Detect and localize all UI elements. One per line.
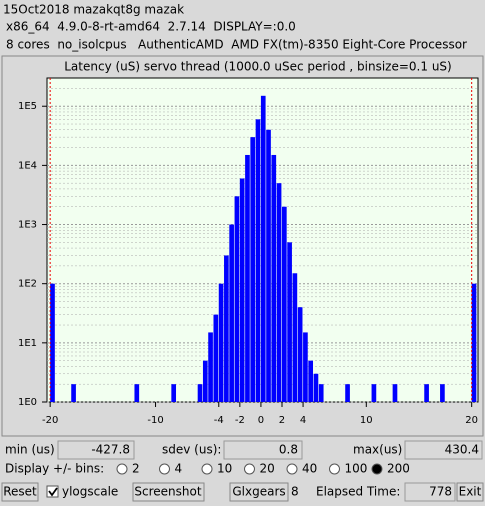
radio-label[interactable]: 100 [345,462,368,476]
radio-label[interactable]: 20 [260,462,275,476]
bar [392,384,398,402]
screenshot-button[interactable] [132,482,205,502]
header-line: 8 cores no_isolcpus AuthenticAMD AMD FX(… [6,38,467,52]
value: 430.4 [445,443,479,457]
bar [308,360,314,402]
bar [50,283,55,402]
label: Display +/- bins: [5,462,104,476]
value: 778 [429,485,452,499]
glxgears-button[interactable] [229,482,289,502]
header-line: 15Oct2018 mazakqt8g mazak [3,3,184,17]
bar [287,242,292,402]
bar [303,332,308,402]
y-tick-label: 1E4 [18,160,37,171]
check [48,487,58,497]
radio-label[interactable]: 40 [302,462,317,476]
bar [345,384,350,402]
radio[interactable] [244,463,255,475]
bar [371,384,377,402]
button-label[interactable]: Reset [3,485,37,499]
bar [202,360,208,402]
field [223,440,303,460]
bar [266,129,271,402]
checkbox-label[interactable]: ylogscale [62,485,118,499]
button-label[interactable]: Exit [459,485,482,499]
radio[interactable] [116,463,128,475]
y-tick-label: 1E3 [18,220,37,231]
field [57,440,135,460]
x-tick-label: 0 [258,415,264,426]
radio-label[interactable]: 4 [175,462,183,476]
checkbox[interactable] [46,485,59,498]
field [404,482,456,502]
bar [234,196,240,402]
bar [276,183,282,402]
value: 0.8 [279,443,298,457]
radio[interactable] [201,463,213,475]
x-tick-label: 20 [465,415,478,426]
y-tick-label: 1E2 [18,279,37,290]
y-tick-label: 1E1 [18,338,37,349]
x-tick-label: 2 [279,415,285,426]
y-tick-label: 1E5 [18,101,37,112]
x-tick-label: -4 [214,415,224,426]
bar [224,255,229,402]
radio[interactable] [286,463,298,475]
radio[interactable] [371,463,383,475]
radio-label[interactable]: 200 [387,462,410,476]
bar [71,384,76,402]
bar [471,283,477,402]
bar [197,384,203,402]
bar [255,119,261,402]
bar [297,307,303,402]
bar [218,283,224,402]
label: min (us) [5,443,55,457]
bar [245,154,250,402]
bar [313,373,319,402]
x-tick-label: -20 [42,415,58,426]
label: max(us) [353,443,402,457]
bar [208,332,213,402]
bar [440,384,445,402]
bar [171,384,177,402]
bar [318,384,324,402]
label: Elapsed Time: [316,485,400,499]
exit-button[interactable] [456,482,484,502]
x-tick-label: -2 [235,415,245,426]
bar [271,154,277,402]
bar [424,384,429,402]
bar [239,178,245,402]
bar [134,384,140,402]
chart-title: Latency (uS) servo thread (1000.0 uSec p… [64,60,451,74]
bar [281,206,287,402]
bar [292,273,298,402]
x-tick-label: 10 [360,415,373,426]
value: 8 [291,485,299,499]
value: -427.8 [91,443,130,457]
reset-button[interactable] [1,482,39,502]
header-line: x86_64 4.9.0-8-rt-amd64 2.7.14 DISPLAY=:… [6,20,296,34]
y-tick-label: 1E0 [18,397,37,408]
button-label[interactable]: Glxgears [232,485,285,499]
bar [229,224,234,402]
bar [260,95,266,402]
radio-label[interactable]: 2 [132,462,140,476]
radio[interactable] [159,463,170,475]
field [404,440,483,460]
x-tick-label: 4 [300,415,306,426]
label: sdev (us): [162,443,221,457]
bar [250,137,256,403]
x-tick-label: -10 [147,415,163,426]
bar [213,314,219,402]
radio-label[interactable]: 10 [217,462,232,476]
radio[interactable] [329,463,340,475]
button-label[interactable]: Screenshot [134,485,201,499]
